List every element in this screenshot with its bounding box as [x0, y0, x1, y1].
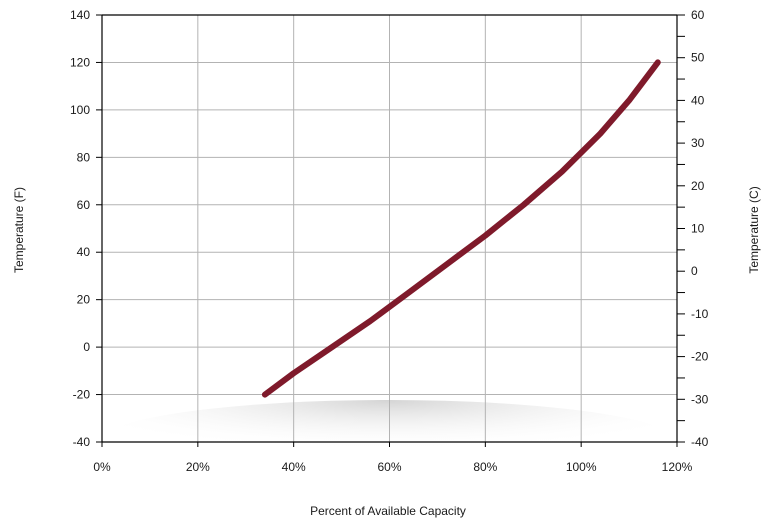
x-tick-label: 60% — [377, 460, 401, 474]
y-axis-label: Temperature (F) — [12, 187, 26, 273]
axes — [96, 14, 685, 447]
y2-tick-label: -20 — [691, 350, 709, 364]
x-axis-label: Percent of Available Capacity — [310, 504, 466, 518]
y-tick-label: 120 — [70, 55, 90, 69]
x-tick-label: 0% — [93, 460, 111, 474]
tick-labels: -40 -20 0 20 40 60 80 100 120 140 -40 -30 -20 -10 0 10 2… — [70, 8, 709, 474]
y-tick-label: 80 — [77, 150, 91, 164]
y-tick-label: 100 — [70, 103, 90, 117]
grid — [102, 15, 677, 442]
y-tick-label: 40 — [77, 245, 91, 259]
x-tick-label: 120% — [662, 460, 693, 474]
y-tick-label: 140 — [70, 8, 90, 22]
y2-tick-label: 50 — [691, 51, 705, 65]
y-tick-label: -40 — [73, 435, 91, 449]
y-tick-label: -20 — [73, 388, 91, 402]
y2-tick-label: -30 — [691, 392, 709, 406]
y2-tick-label: 0 — [691, 264, 698, 278]
y2-tick-label: 60 — [691, 8, 705, 22]
y-tick-label: 60 — [77, 198, 91, 212]
x-tick-label: 100% — [566, 460, 597, 474]
x-tick-label: 20% — [186, 460, 210, 474]
y2-tick-label: 10 — [691, 222, 705, 236]
y2-tick-label: -40 — [691, 435, 709, 449]
y2-tick-label: -10 — [691, 307, 709, 321]
y-tick-label: 20 — [77, 293, 91, 307]
y2-tick-label: 20 — [691, 179, 705, 193]
x-tick-label: 80% — [473, 460, 497, 474]
x-tick-label: 40% — [282, 460, 306, 474]
y2-tick-label: 40 — [691, 93, 705, 107]
y2-tick-label: 30 — [691, 136, 705, 150]
y-tick-label: 0 — [83, 340, 90, 354]
series-layer — [261, 59, 661, 398]
series-line-1 — [261, 59, 661, 398]
y2-axis-label: Temperature (C) — [747, 186, 761, 273]
